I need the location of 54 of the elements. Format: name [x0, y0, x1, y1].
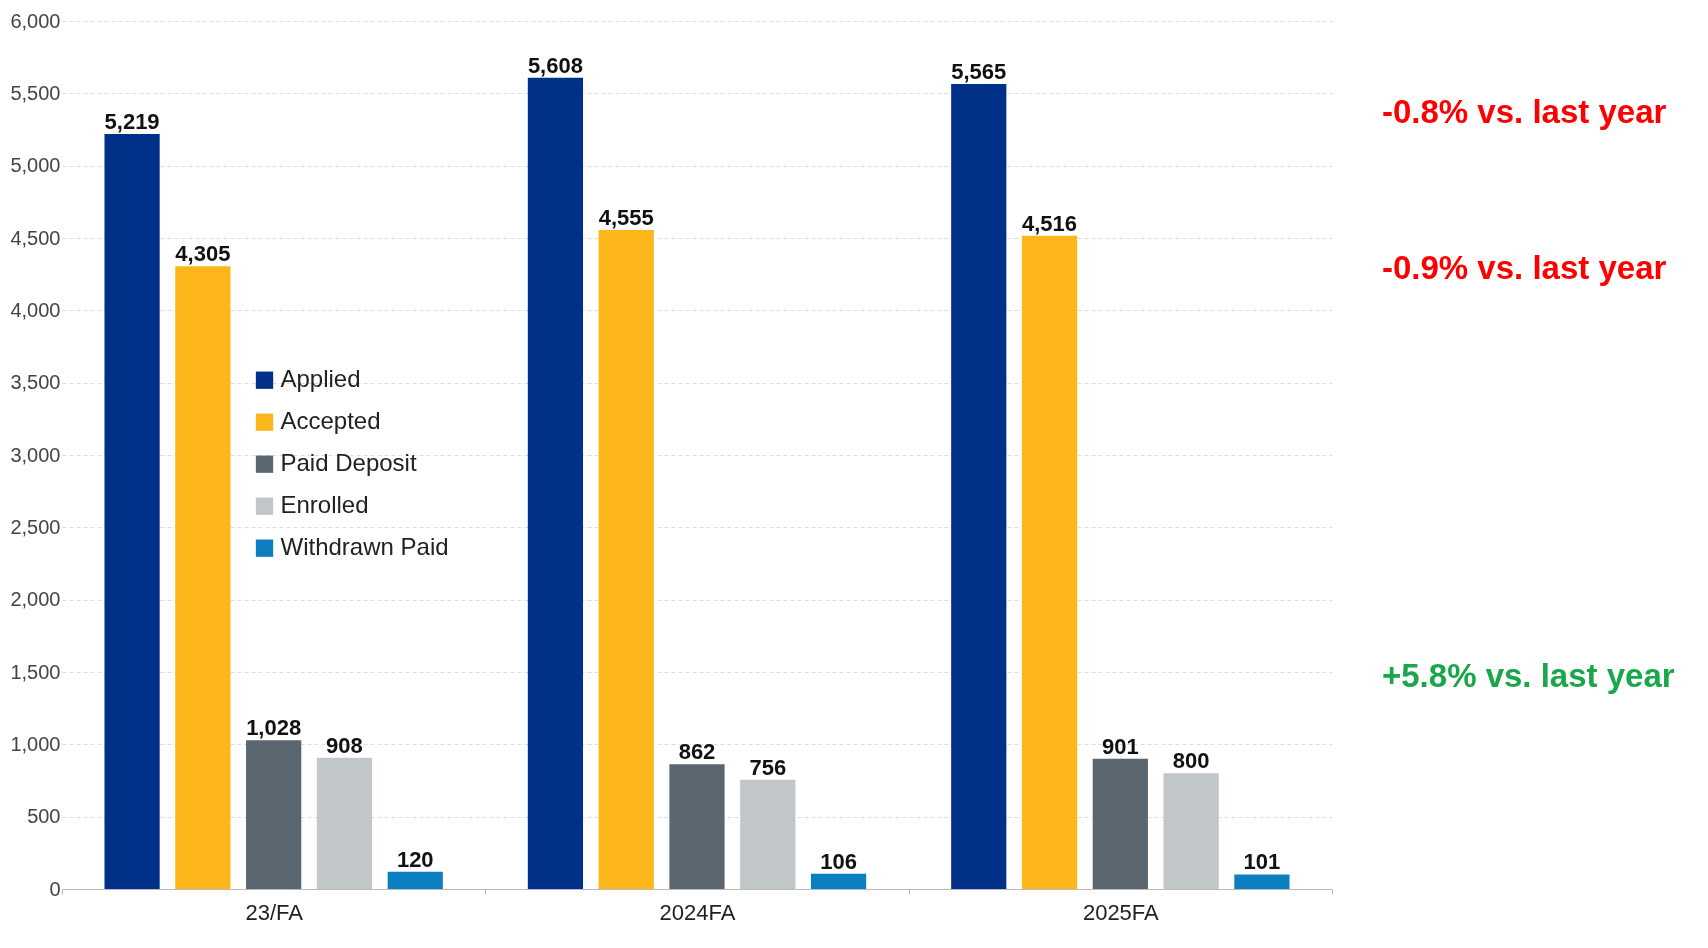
data-label: 106: [820, 848, 857, 874]
bar: [1234, 874, 1290, 889]
y-tick-label: 6,000: [10, 9, 61, 32]
legend-label: Withdrawn Paid: [280, 533, 449, 561]
bar: [669, 764, 725, 889]
bar: [527, 77, 584, 889]
data-label: 4,305: [175, 241, 231, 267]
data-label: 4,516: [1022, 210, 1078, 236]
data-label: 5,608: [527, 52, 583, 78]
data-label: 5,565: [951, 58, 1007, 84]
y-tick-label: 4,500: [10, 226, 61, 249]
text: -0.9% vs. last year: [1382, 249, 1667, 288]
data-label: 5,219: [104, 108, 160, 134]
y-tick-label: 3,500: [10, 371, 61, 394]
y-tick-label: 4,000: [10, 298, 61, 321]
data-label: 901: [1101, 733, 1139, 759]
y-tick-label: 0: [49, 877, 61, 900]
bar: [1092, 758, 1148, 889]
bar: [246, 740, 302, 889]
x-tick-label: 2024FA: [659, 899, 736, 925]
y-tick-label: 500: [27, 805, 61, 828]
y-tick-label: 5,500: [10, 81, 61, 104]
bar: [598, 230, 654, 889]
data-label: 1,028: [246, 715, 302, 741]
data-label: 120: [396, 846, 434, 872]
bar: [951, 83, 1007, 889]
data-label: 862: [678, 739, 716, 765]
y-tick-label: 3,000: [10, 443, 61, 466]
bar: [387, 871, 443, 889]
legend-label: Accepted: [280, 407, 381, 435]
data-label: 756: [749, 754, 787, 780]
y-tick-label: 2,500: [10, 515, 61, 538]
bar: [316, 757, 373, 889]
data-label: 4,555: [598, 205, 654, 231]
x-tick-label: 2025FA: [1082, 899, 1160, 925]
data-label: 800: [1172, 748, 1210, 774]
legend-label: Paid Deposit: [280, 449, 417, 477]
bar: [175, 266, 231, 889]
bar: [1021, 235, 1078, 889]
x-tick-label: 23/FA: [245, 899, 304, 925]
bar: [810, 873, 867, 889]
data-label: 101: [1243, 849, 1281, 875]
legend-label: Applied: [280, 365, 361, 393]
text: -0.8% vs. last year: [1382, 92, 1667, 131]
data-label: 908: [326, 732, 363, 758]
y-tick-label: 5,000: [10, 154, 61, 177]
y-tick-label: 1,500: [10, 660, 61, 683]
text: +5.8% vs. last year: [1382, 657, 1675, 695]
bar: [1163, 773, 1219, 889]
y-tick-label: 2,000: [10, 588, 61, 611]
y-tick-label: 1,000: [10, 732, 61, 755]
legend-label: Enrolled: [280, 491, 369, 519]
bar: [740, 779, 796, 889]
bar: [104, 133, 160, 889]
